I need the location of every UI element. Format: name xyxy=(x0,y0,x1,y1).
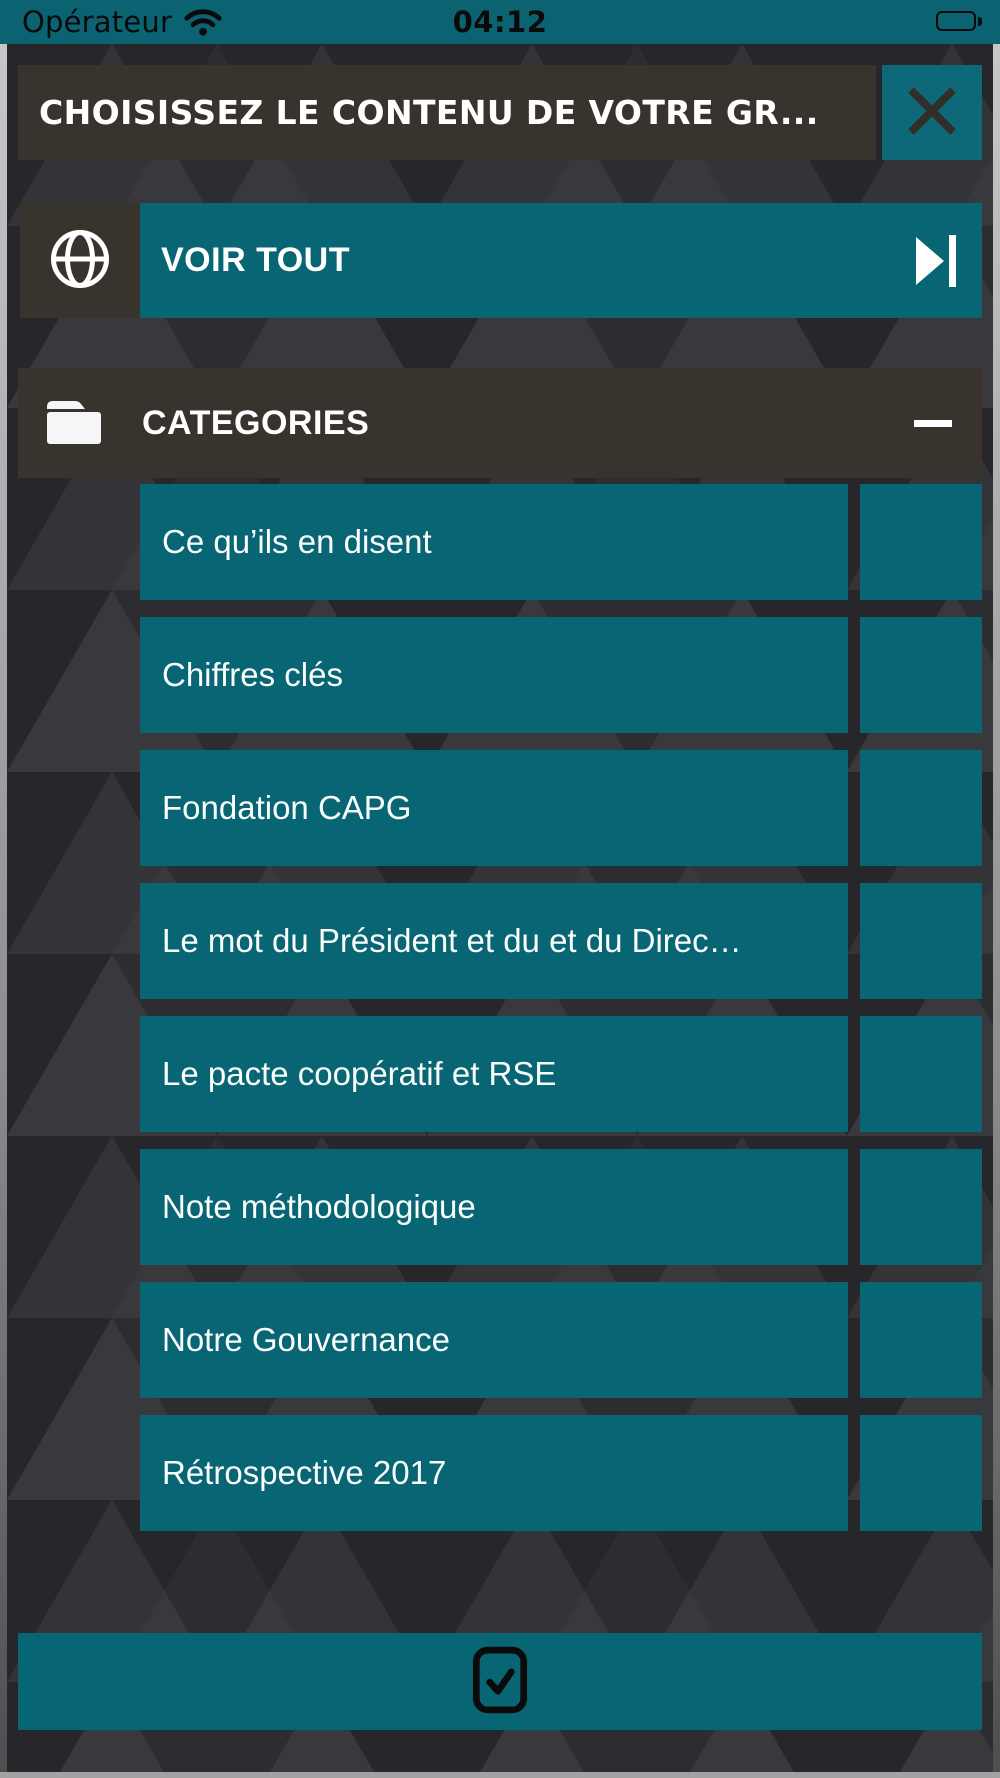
category-item[interactable]: Notre Gouvernance xyxy=(140,1282,848,1398)
category-item-label: Note méthodologique xyxy=(162,1188,476,1225)
skip-to-end-icon xyxy=(916,234,956,287)
category-item-label: Le mot du Président et du et du Direc… xyxy=(162,922,742,959)
carrier-label: Opérateur xyxy=(22,5,173,39)
category-item[interactable]: Note méthodologique xyxy=(140,1149,848,1265)
checkbox-checked-icon xyxy=(472,1646,528,1717)
category-checkbox[interactable] xyxy=(860,883,982,999)
confirm-button[interactable] xyxy=(18,1633,982,1730)
category-item[interactable]: Le mot du Président et du et du Direc… xyxy=(140,883,848,999)
category-checkbox[interactable] xyxy=(860,1415,982,1531)
category-item-label: Ce qu’ils en disent xyxy=(162,523,432,560)
categories-label: CATEGORIES xyxy=(142,403,370,442)
category-checkbox[interactable] xyxy=(860,617,982,733)
minus-icon xyxy=(914,419,952,427)
wifi-icon xyxy=(184,8,222,36)
globe-icon xyxy=(48,227,112,295)
category-checkbox[interactable] xyxy=(860,750,982,866)
category-item-label: Notre Gouvernance xyxy=(162,1321,450,1358)
battery-full-icon xyxy=(936,11,982,31)
category-checkbox[interactable] xyxy=(860,1149,982,1265)
category-checkbox[interactable] xyxy=(860,1282,982,1398)
category-item[interactable]: Ce qu’ils en disent xyxy=(140,484,848,600)
category-item[interactable]: Rétrospective 2017 xyxy=(140,1415,848,1531)
status-bar: Opérateur 04:12 xyxy=(0,0,1000,44)
globe-cell xyxy=(20,203,140,318)
category-checkbox[interactable] xyxy=(860,1016,982,1132)
voir-tout-button[interactable]: VOIR TOUT xyxy=(140,203,982,318)
category-item-label: Fondation CAPG xyxy=(162,789,412,826)
modal-title: CHOISISSEZ LE CONTENU DE VOTRE GR... xyxy=(39,93,819,132)
category-item-label: Chiffres clés xyxy=(162,656,343,693)
category-item[interactable]: Le pacte coopératif et RSE xyxy=(140,1016,848,1132)
voir-tout-label: VOIR TOUT xyxy=(161,241,350,279)
page-bottom-edge xyxy=(0,1772,1000,1778)
categories-header[interactable]: CATEGORIES xyxy=(18,368,982,478)
folder-icon xyxy=(42,395,106,452)
category-item-label: Rétrospective 2017 xyxy=(162,1454,447,1491)
category-item[interactable]: Chiffres clés xyxy=(140,617,848,733)
category-checkbox[interactable] xyxy=(860,484,982,600)
close-icon xyxy=(901,80,963,145)
modal-title-bar: CHOISISSEZ LE CONTENU DE VOTRE GR... xyxy=(18,65,876,160)
category-item-label: Le pacte coopératif et RSE xyxy=(162,1055,557,1092)
category-item[interactable]: Fondation CAPG xyxy=(140,750,848,866)
close-button[interactable] xyxy=(882,65,982,160)
clock: 04:12 xyxy=(452,5,548,39)
modal-overlay: CHOISISSEZ LE CONTENU DE VOTRE GR... VOI… xyxy=(7,44,993,1772)
